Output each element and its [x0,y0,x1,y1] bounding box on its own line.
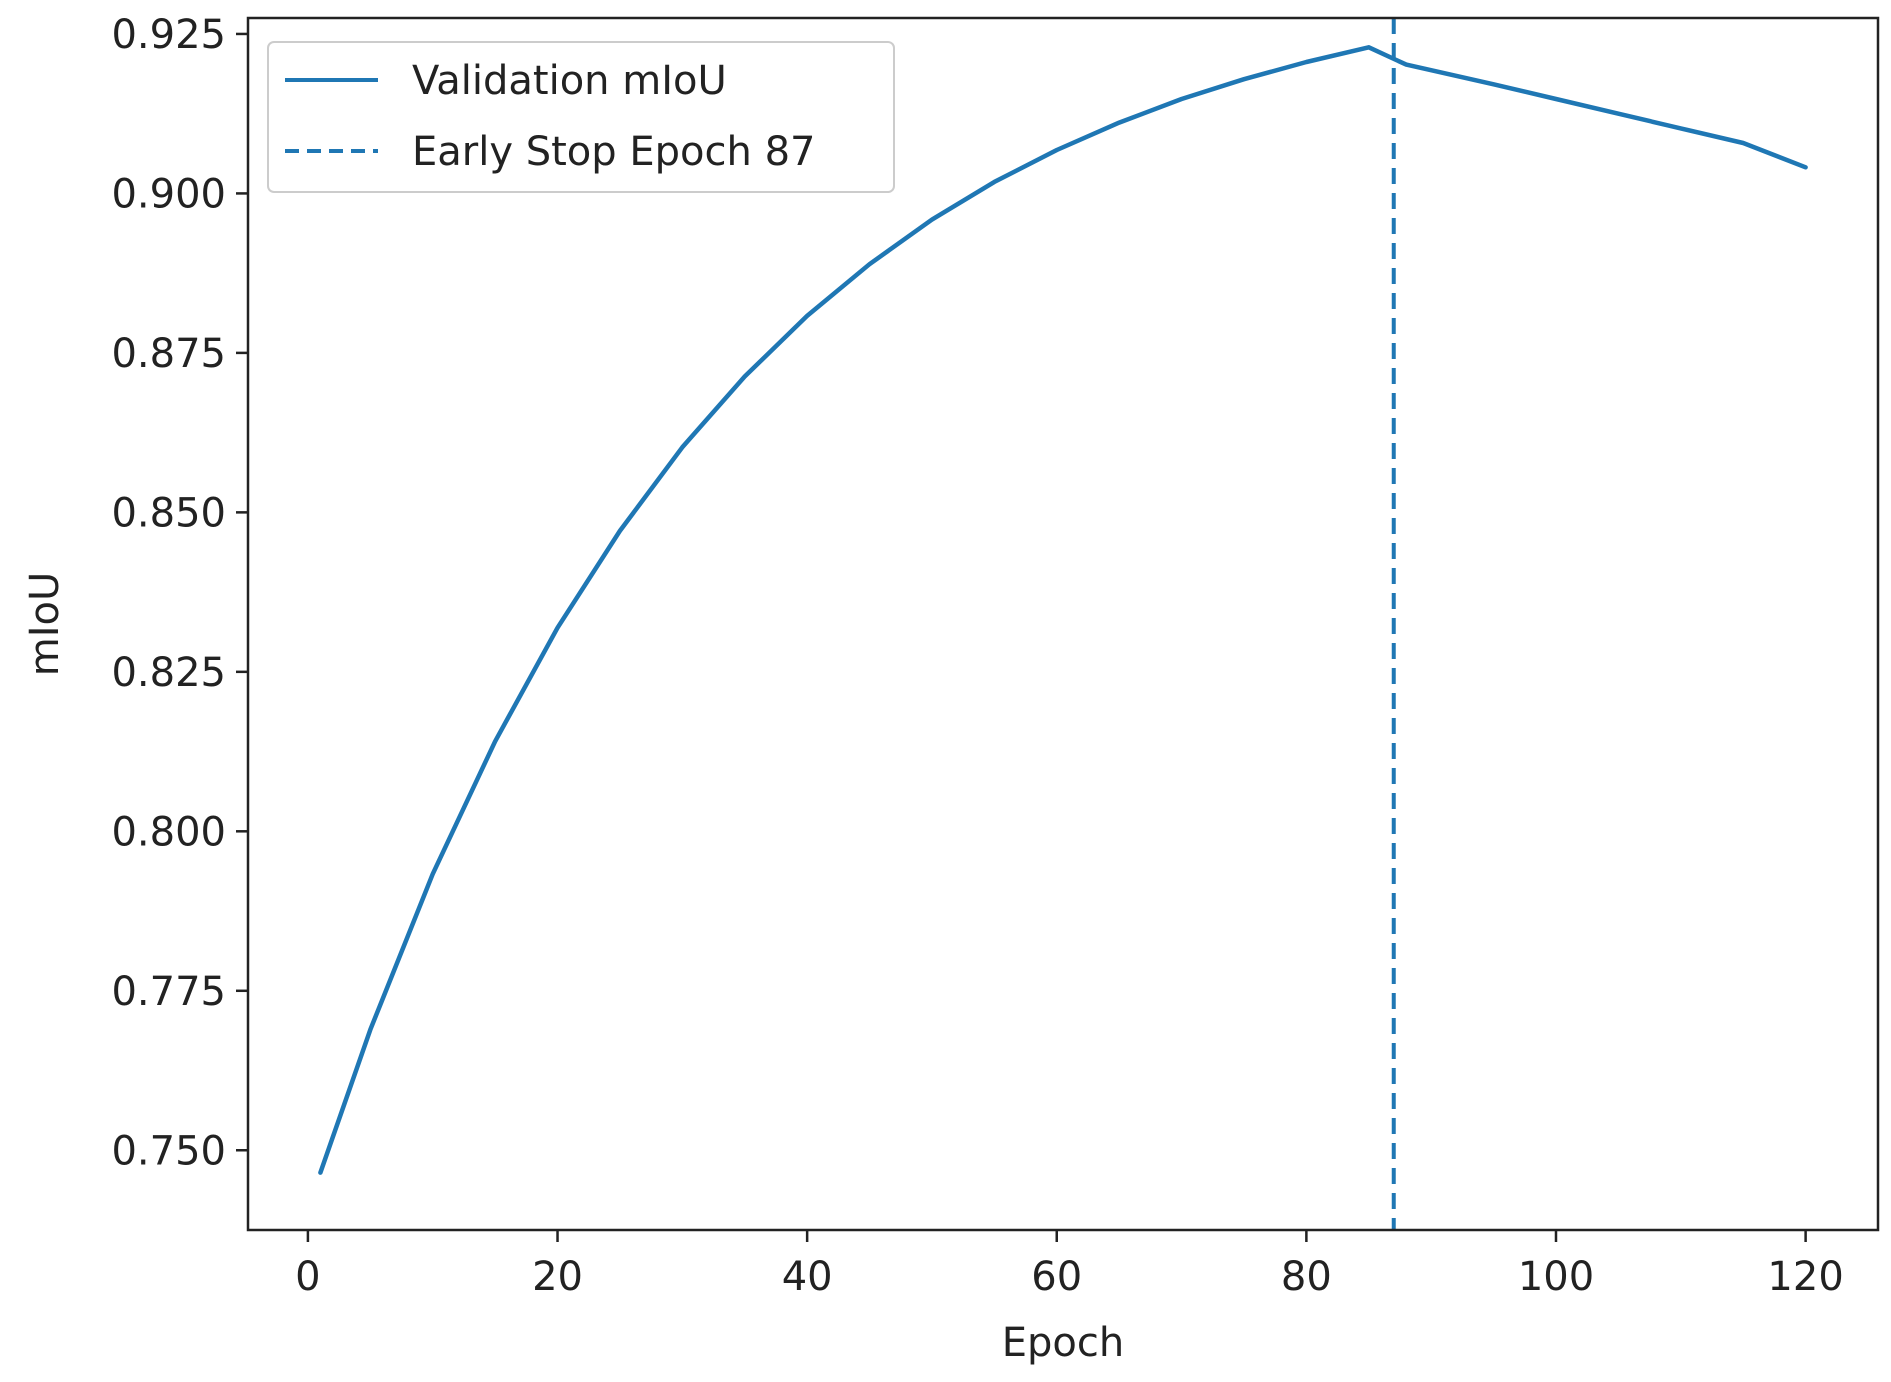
x-axis: 0 20 40 60 80 100 120 [295,1230,1844,1300]
x-tick-label: 120 [1767,1254,1843,1300]
series-line-validation-miou [318,45,1808,1175]
x-tick-label: 100 [1518,1254,1594,1300]
legend-label-validation-miou: Validation mIoU [412,58,727,104]
x-tick-label: 40 [782,1254,833,1300]
x-tick-label: 20 [532,1254,583,1300]
y-tick-label: 0.825 [111,650,226,696]
y-tick-label: 0.925 [111,12,226,58]
y-tick-label: 0.875 [111,331,226,377]
y-tick-label: 0.775 [111,969,226,1015]
y-axis: 0.750 0.775 0.800 0.825 0.850 0.875 0.900 0.925 [111,12,248,1174]
y-tick-label: 0.850 [111,490,226,536]
plot-frame [246,16,1880,1232]
y-tick-label: 0.750 [111,1128,226,1174]
legend-label-early-stop: Early Stop Epoch 87 [412,129,815,175]
y-tick-label: 0.800 [111,809,226,855]
x-tick-label: 0 [295,1254,320,1300]
y-tick-label: 0.900 [111,171,226,217]
x-axis-label: Epoch [1002,1320,1124,1366]
legend: Validation mIoU Early Stop Epoch 87 [267,41,895,193]
y-axis-label: mIoU [22,572,68,677]
x-tick-label: 80 [1281,1254,1332,1300]
x-tick-label: 60 [1031,1254,1082,1300]
plot-content [318,18,1808,1230]
legend-box [267,41,895,193]
